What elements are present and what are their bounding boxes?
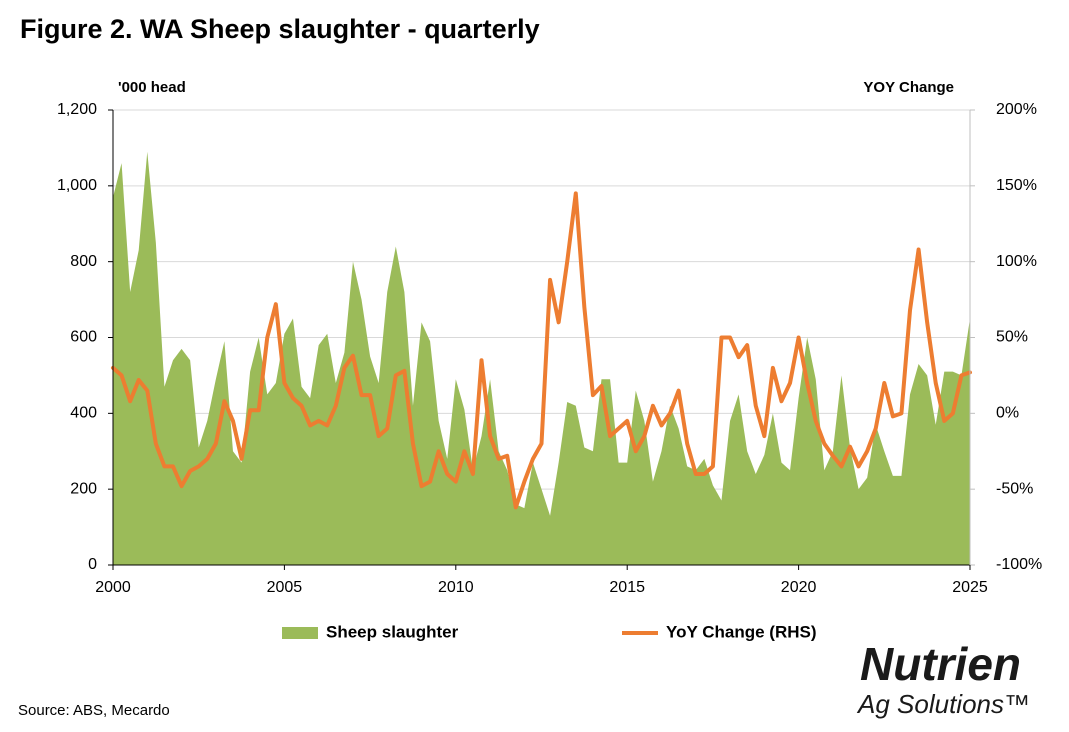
x-tick-label: 2010	[438, 579, 474, 596]
y2-tick-label: 100%	[996, 253, 1037, 270]
y-tick-label: 800	[70, 253, 97, 270]
x-tick-label: 2015	[609, 579, 645, 596]
legend-label: Sheep slaughter	[326, 622, 459, 641]
y2-tick-label: -50%	[996, 480, 1033, 497]
source-note: Source: ABS, Mecardo	[18, 702, 170, 719]
chart-title: Figure 2. WA Sheep slaughter - quarterly	[20, 14, 540, 44]
y-tick-label: 1,200	[57, 101, 97, 118]
y2-tick-label: 0%	[996, 405, 1019, 422]
x-tick-label: 2000	[95, 579, 131, 596]
y-tick-label: 200	[70, 480, 97, 497]
logo-name: Nutrien	[860, 638, 1021, 690]
legend-label: YoY Change (RHS)	[666, 622, 817, 641]
x-tick-label: 2020	[781, 579, 817, 596]
y-tick-label: 1,000	[57, 177, 97, 194]
x-tick-label: 2005	[267, 579, 303, 596]
y2-axis-label: YOY Change	[863, 79, 954, 96]
line	[111, 191, 972, 510]
y2-tick-label: 200%	[996, 101, 1037, 118]
y-tick-label: 400	[70, 405, 97, 422]
y2-tick-label: -100%	[996, 556, 1042, 573]
logo-tagline: Ag Solutions™	[856, 689, 1030, 719]
x-tick-label: 2025	[952, 579, 988, 596]
y2-tick-label: 150%	[996, 177, 1037, 194]
area	[113, 151, 970, 566]
y2-tick-label: 50%	[996, 329, 1028, 346]
y-tick-label: 0	[88, 556, 97, 573]
y-axis-label: '000 head	[118, 79, 186, 96]
y-tick-label: 600	[70, 329, 97, 346]
legend-swatch	[282, 627, 318, 639]
